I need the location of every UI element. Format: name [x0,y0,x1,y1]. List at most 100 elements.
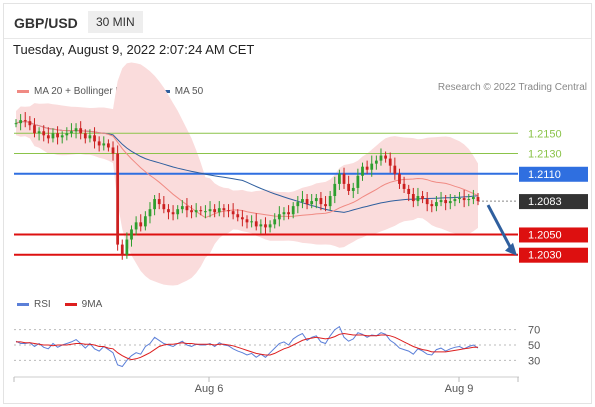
candle-body [148,209,152,217]
candle-body [74,128,78,132]
rsi-ma-swatch [64,303,77,306]
candle-body [458,198,461,200]
level-label-2: 1.2110 [528,169,561,181]
candle-body [351,187,355,191]
candle-body [60,135,64,138]
candle-body [467,199,471,201]
candle-body [139,222,143,227]
candle-body [407,188,411,194]
candle-body [194,210,198,213]
ma50-legend-label: MA 50 [174,86,204,97]
x-tick-label: Aug 9 [445,383,474,395]
candle-body [51,133,55,139]
candle-body [448,201,452,204]
candle-body [217,208,221,213]
candle-body [14,123,18,125]
candle-body [264,224,267,228]
forecast-arrow-shaft [486,204,512,248]
candle-body [236,214,240,218]
candle-body [125,239,129,255]
candle-body [70,131,73,134]
candle-body [259,224,263,227]
candle-body [384,155,387,159]
rsi-tick-label-70: 70 [528,325,540,337]
chart-widget: GBP/USD 30 MIN [3,3,592,404]
candle-body [476,197,480,202]
candle-body [213,209,217,213]
ma20-swatch [17,90,29,93]
candle-body [56,133,59,138]
candle-body [453,199,457,202]
candle-body [314,198,318,202]
candle-body [157,199,161,205]
candle-body [411,194,415,202]
candle-body [319,198,323,205]
candle-body [199,210,203,212]
level-tag-2 [519,166,588,182]
candle-body [37,131,41,134]
candle-body [167,209,170,213]
candle-body [430,204,434,207]
candle-body [111,147,115,154]
candle-body [365,166,369,170]
candle-body [250,221,254,223]
candle-body [393,165,397,174]
x-tick-label: Aug 6 [195,383,224,395]
candle-body [287,212,290,215]
candle-body [471,197,475,200]
candle-body [231,211,235,215]
ma20-line [15,120,479,219]
rsi-line [15,325,479,368]
candle-body [208,209,212,212]
candle-body [143,216,147,227]
symbol-title: GBP/USD [14,15,78,31]
candle-body [162,204,166,210]
candle-body [333,183,337,197]
rsi-legend: RSI 9MA [17,299,102,310]
rsi-swatch [17,303,29,306]
candle-body [83,133,87,139]
candle-body [153,199,156,210]
candle-body [102,143,106,146]
ma20-legend-label: MA 20 + Bollinger Bands [34,86,144,97]
research-credit: Research © 2022 Trading Central [437,82,587,93]
candle-body [254,221,258,227]
timeframe-button[interactable]: 30 MIN [88,11,143,33]
candle-body [190,210,193,213]
candle-body [28,121,32,126]
rsi-ma-line [16,332,478,361]
candle-body [439,200,443,203]
level-label-4: 1.2050 [528,229,562,241]
candle-body [324,204,327,207]
candle-body [245,219,249,223]
candle-body [268,224,272,228]
candle-body [425,199,429,205]
candle-body [130,229,133,240]
widget-header: GBP/USD 30 MIN [4,4,591,39]
candle-body [301,199,304,203]
level-tag-5 [519,247,588,263]
candle-body [107,143,110,148]
rsi-tick-label-30: 30 [528,355,540,367]
candle-body [79,128,83,134]
level-tag-3 [519,194,588,210]
candle-body [361,166,364,176]
candle-body [277,214,281,220]
candle-body [120,244,124,255]
candle-body [310,201,314,205]
level-label-0: 1.2150 [528,128,562,140]
candle-body [296,202,300,207]
candle-body [347,183,351,191]
candle-body [342,173,346,184]
candle-body [171,212,175,215]
candle-body [23,120,27,122]
candle-body [421,196,424,200]
forecast-arrow-head [505,242,517,256]
candle-body [33,125,36,134]
candle-body [185,206,189,211]
rsi-tick-label-50: 50 [528,340,540,352]
level-tag-4 [519,227,588,243]
candle-body [444,200,448,204]
candle-body [379,155,383,161]
